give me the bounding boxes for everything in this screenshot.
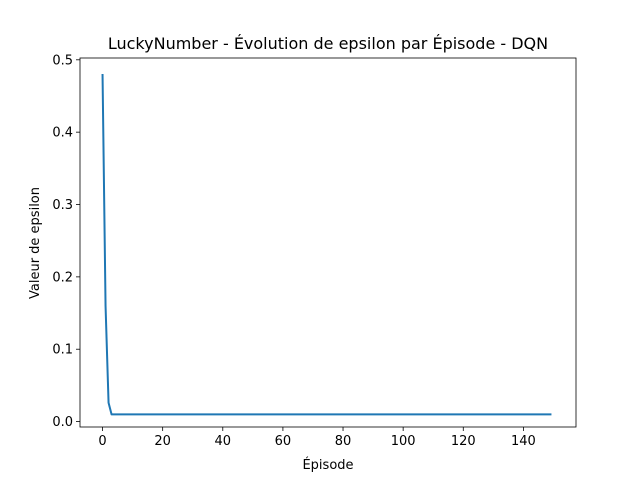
series-line: [101, 73, 552, 416]
axes-frame: [79, 57, 577, 428]
y-axis-label: Valeur de epsilon: [28, 187, 43, 299]
x-tick-label: 140: [511, 434, 536, 449]
x-tick-label: 20: [154, 434, 171, 449]
x-tick-label: 100: [391, 434, 416, 449]
x-tick-label: 0: [98, 434, 106, 449]
x-tick-label: 60: [275, 434, 292, 449]
x-tick-label: 120: [451, 434, 476, 449]
y-tick-label: 0.2: [52, 270, 73, 285]
y-tick-label: 0.5: [52, 53, 73, 68]
x-axis-label: Épisode: [302, 457, 353, 473]
y-tick-label: 0.3: [52, 198, 73, 213]
x-tick-label: 80: [335, 434, 352, 449]
plot-area: 0 20 40 60 80 100 120 140 0.0 0.1 0.2 0.3 0.4 0.5: [52, 53, 577, 449]
y-tick-label: 0.1: [52, 343, 73, 358]
x-tick-label: 40: [215, 434, 232, 449]
y-tick-label: 0.0: [52, 415, 73, 430]
y-tick-label: 0.4: [52, 126, 73, 141]
chart-title: LuckyNumber - Évolution de epsilon par É…: [108, 34, 548, 53]
